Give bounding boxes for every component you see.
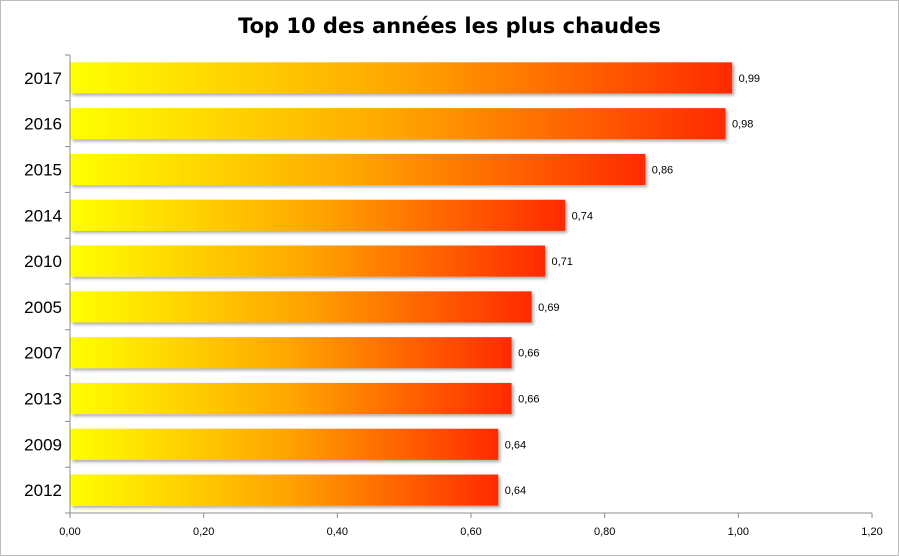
y-tick-label: 2016 (24, 115, 62, 134)
y-tick-label: 2009 (24, 435, 62, 454)
axes: 0,00 0,20 0,40 0,60 0,80 1,00 1,20 (59, 54, 883, 538)
x-tick-label: 1,00 (728, 526, 749, 538)
data-label: 0,98 (732, 119, 753, 131)
bar-2010 (70, 245, 546, 277)
y-tick-label: 2015 (24, 161, 62, 180)
bars-group (70, 62, 733, 506)
data-label: 0,86 (652, 165, 673, 177)
bar-2009 (70, 428, 499, 460)
data-label: 0,69 (538, 302, 559, 314)
y-tick-label: 2017 (24, 69, 62, 88)
x-tick-label: 0,20 (193, 526, 214, 538)
data-label: 0,64 (505, 485, 526, 497)
data-label: 0,66 (518, 348, 539, 360)
y-tick-label: 2012 (24, 481, 62, 500)
x-tick-label: 0,40 (327, 526, 348, 538)
data-label: 0,99 (739, 73, 760, 85)
bar-2015 (70, 153, 646, 186)
bar-2013 (70, 382, 512, 415)
y-tick-label: 2014 (24, 206, 62, 225)
bar-2005 (70, 291, 532, 323)
labels-group: 2017 0,99 2016 0,98 2015 0,86 2014 0,74 2010 0,71… (24, 69, 760, 500)
data-label: 0,74 (572, 210, 593, 222)
data-label: 0,64 (505, 439, 526, 451)
bar-2017 (70, 62, 733, 94)
y-tick-label: 2005 (24, 298, 62, 317)
bar-2014 (70, 199, 566, 231)
y-tick-label: 2007 (24, 344, 62, 363)
x-tick-label: 0,60 (460, 526, 481, 538)
data-label: 0,71 (552, 256, 573, 268)
x-tick-label: 0,80 (594, 526, 615, 538)
y-tick-label: 2013 (24, 390, 62, 409)
bar-2016 (70, 108, 726, 140)
data-label: 0,66 (518, 394, 539, 406)
y-tick-label: 2010 (24, 252, 62, 271)
bar-2007 (70, 337, 512, 369)
x-tick-label: 1,20 (861, 526, 882, 538)
bar-2012 (70, 474, 499, 506)
chart-title: Top 10 des années les plus chaudes (238, 14, 661, 38)
x-tick-label: 0,00 (59, 526, 80, 538)
